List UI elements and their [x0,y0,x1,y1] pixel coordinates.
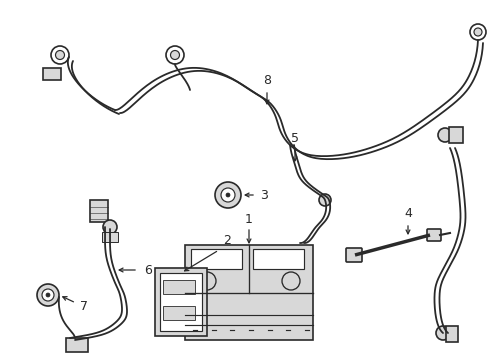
Circle shape [55,50,64,59]
Circle shape [103,220,117,234]
Bar [66,338,88,352]
Circle shape [42,289,54,301]
Circle shape [51,46,69,64]
Bar [43,68,61,80]
Circle shape [282,272,299,290]
Bar [155,268,206,336]
Text: 1: 1 [244,212,252,225]
Bar [252,249,304,269]
Bar [163,306,195,320]
FancyBboxPatch shape [426,229,440,241]
Circle shape [225,193,229,197]
Text: 5: 5 [290,131,298,144]
Bar [160,273,202,331]
Bar [184,245,312,340]
Bar [448,127,462,143]
Circle shape [473,28,481,36]
Text: 4: 4 [403,207,411,220]
Bar [191,249,242,269]
FancyBboxPatch shape [346,248,361,262]
Circle shape [37,284,59,306]
Bar [102,232,118,242]
Bar [90,200,108,222]
Text: 3: 3 [260,189,267,202]
Circle shape [165,46,183,64]
Bar [445,326,457,342]
Circle shape [46,293,50,297]
Circle shape [435,326,449,340]
Circle shape [221,188,235,202]
Circle shape [318,194,330,206]
Circle shape [469,24,485,40]
Circle shape [198,272,216,290]
Text: 7: 7 [80,301,88,314]
Text: 8: 8 [263,73,270,86]
Text: 2: 2 [223,234,230,247]
Circle shape [437,128,451,142]
Bar [163,280,195,294]
Circle shape [170,50,179,59]
Circle shape [215,182,241,208]
Text: 6: 6 [144,264,152,276]
